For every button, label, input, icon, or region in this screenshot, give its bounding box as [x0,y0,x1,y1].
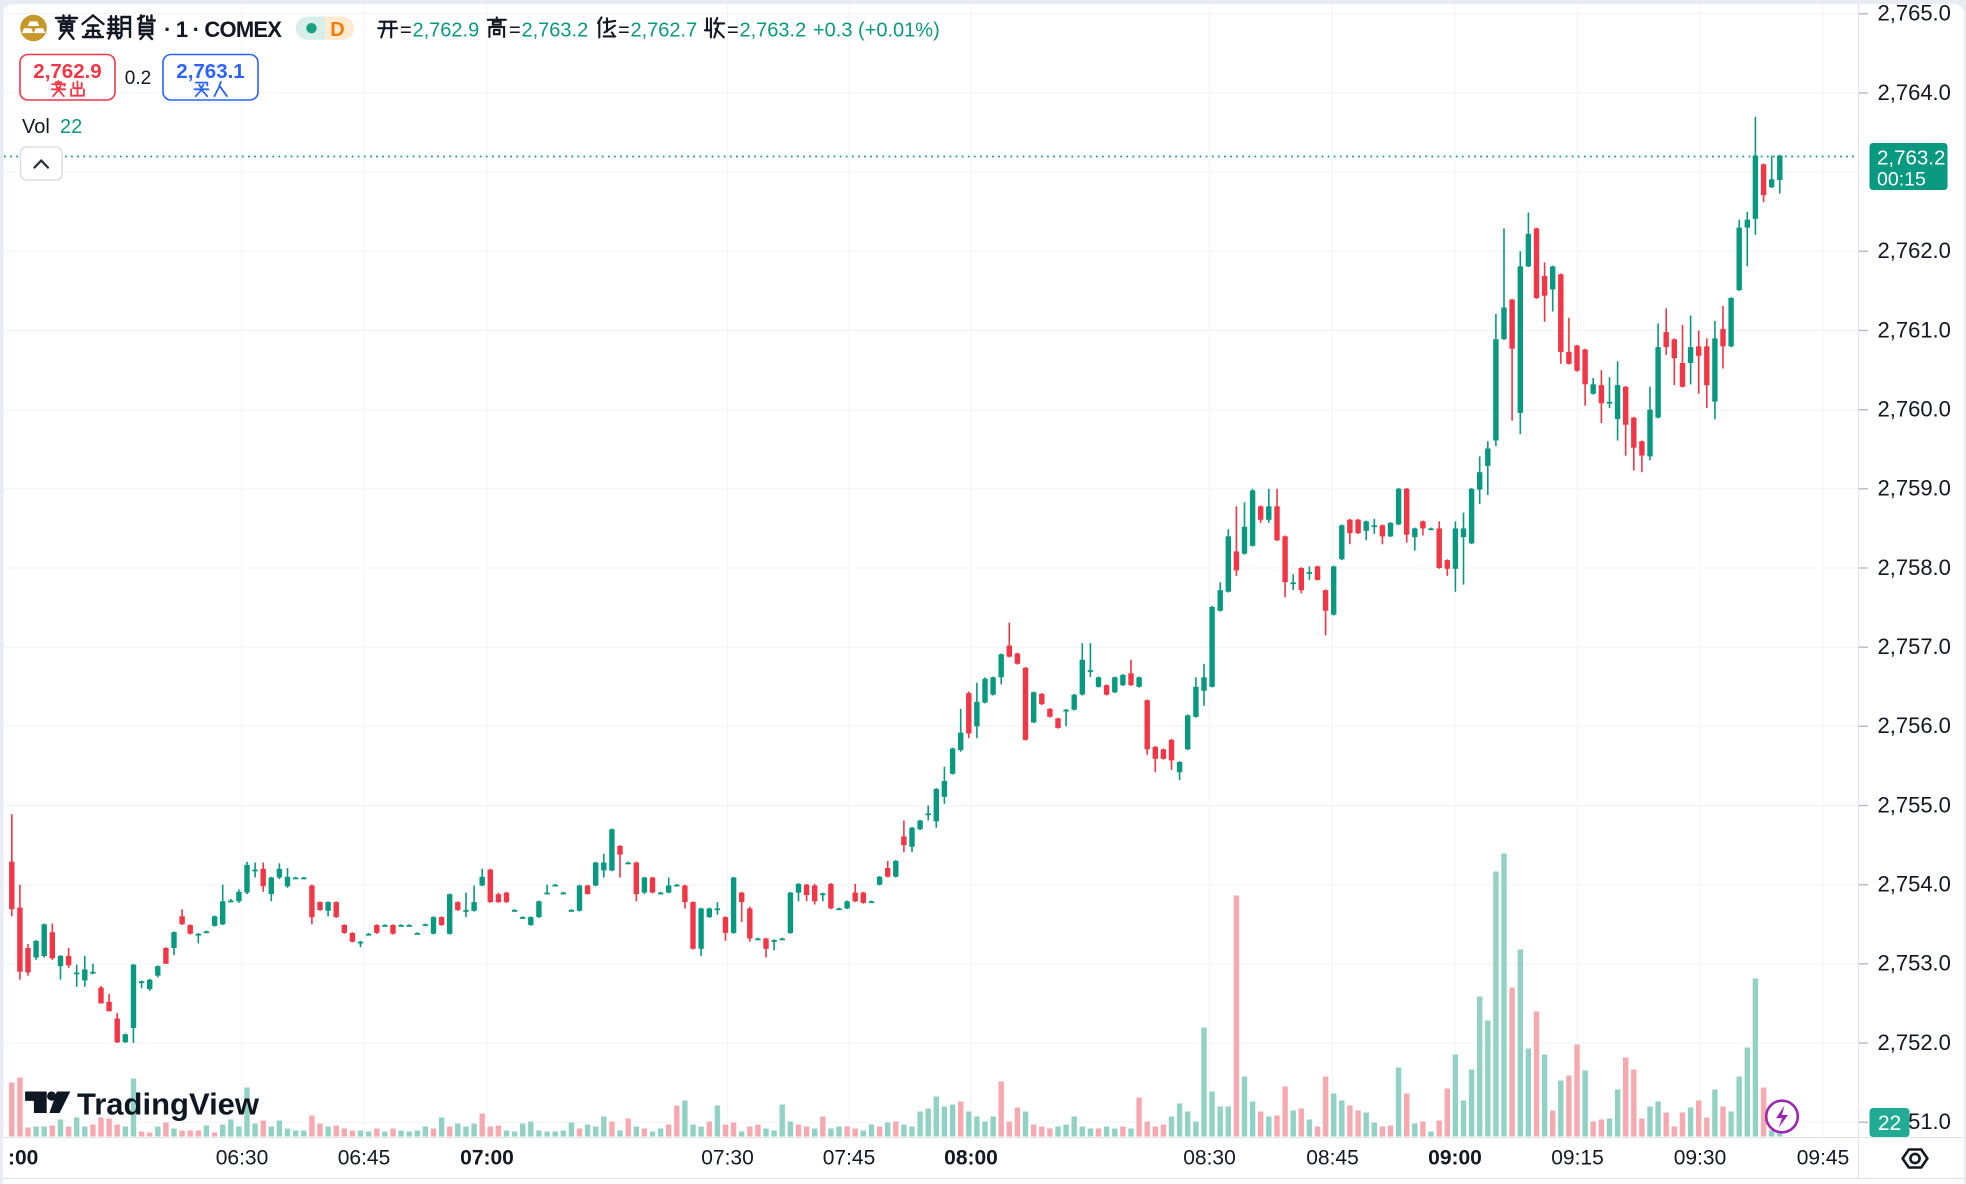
svg-text:2,764.0: 2,764.0 [1878,80,1951,105]
svg-text:06:30: 06:30 [216,1147,269,1170]
svg-text:09:15: 09:15 [1551,1147,1604,1170]
svg-text:2,761.0: 2,761.0 [1878,317,1951,342]
svg-text:2,757.0: 2,757.0 [1878,634,1951,659]
svg-text:2,762.9: 2,762.9 [413,20,480,42]
svg-text:=: = [727,20,739,42]
svg-text:TradingView: TradingView [77,1087,260,1122]
svg-text:2,765.0: 2,765.0 [1878,1,1951,26]
svg-text:+0.3 (+0.01%): +0.3 (+0.01%) [813,20,940,42]
svg-text:2,755.0: 2,755.0 [1878,792,1951,817]
svg-text:22: 22 [60,116,82,138]
svg-text::00: :00 [8,1147,38,1170]
svg-text:D: D [330,19,344,41]
svg-text:09:00: 09:00 [1428,1147,1482,1170]
svg-text:07:45: 07:45 [823,1147,876,1170]
svg-text:09:45: 09:45 [1797,1147,1850,1170]
svg-text:2,763.2: 2,763.2 [1877,147,1945,170]
svg-text:=: = [509,20,521,42]
svg-text:2,760.0: 2,760.0 [1878,397,1951,422]
svg-text:2,752.0: 2,752.0 [1878,1030,1951,1055]
svg-text:Vol: Vol [22,116,50,138]
svg-text:2,762.7: 2,762.7 [631,20,698,42]
svg-text:08:00: 08:00 [944,1147,998,1170]
svg-text:2,754.0: 2,754.0 [1878,872,1951,897]
svg-text:2,762.0: 2,762.0 [1878,238,1951,263]
svg-text:=: = [618,20,630,42]
svg-text:2,756.0: 2,756.0 [1878,713,1951,738]
svg-text:0.2: 0.2 [125,68,151,89]
svg-text:07:30: 07:30 [701,1147,754,1170]
svg-text:07:00: 07:00 [460,1147,514,1170]
svg-text:=: = [400,20,412,42]
svg-text:08:45: 08:45 [1306,1147,1359,1170]
svg-text:22: 22 [1878,1112,1901,1135]
svg-text:· 1 · COMEX: · 1 · COMEX [164,17,282,42]
svg-text:08:30: 08:30 [1183,1147,1236,1170]
svg-text:2,758.0: 2,758.0 [1878,555,1951,580]
svg-text:2,762.9: 2,762.9 [33,60,101,83]
svg-text:00:15: 00:15 [1877,169,1926,191]
svg-text:2,763.1: 2,763.1 [176,60,244,83]
svg-text:2,753.0: 2,753.0 [1878,951,1951,976]
svg-text:2,763.2: 2,763.2 [740,20,807,42]
svg-text:2,759.0: 2,759.0 [1878,476,1951,501]
svg-text:09:30: 09:30 [1674,1147,1727,1170]
svg-text:2,763.2: 2,763.2 [522,20,589,42]
svg-text:06:45: 06:45 [338,1147,391,1170]
